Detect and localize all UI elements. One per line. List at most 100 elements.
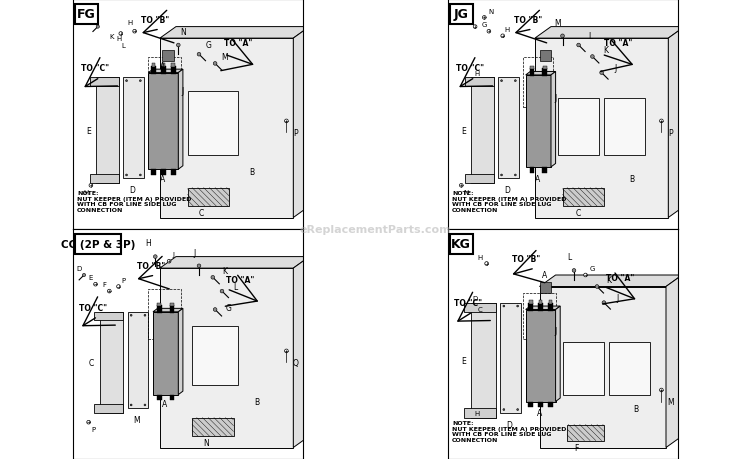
Polygon shape xyxy=(556,307,560,402)
Bar xyxy=(152,64,155,67)
Text: N: N xyxy=(464,190,469,196)
Circle shape xyxy=(130,315,132,316)
Bar xyxy=(538,402,543,408)
Text: FG: FG xyxy=(77,8,96,22)
Text: A: A xyxy=(160,174,165,184)
Bar xyxy=(542,69,547,77)
Bar xyxy=(90,175,118,184)
Bar xyxy=(162,50,174,62)
Bar xyxy=(604,99,645,156)
Text: F: F xyxy=(466,17,470,24)
Text: H: H xyxy=(128,20,133,26)
Text: M: M xyxy=(668,397,674,406)
Text: B: B xyxy=(249,168,254,177)
Text: TO "C": TO "C" xyxy=(82,64,110,73)
Bar xyxy=(498,78,519,179)
Bar xyxy=(123,78,144,179)
Bar xyxy=(464,408,496,418)
Text: TO "C": TO "C" xyxy=(454,298,482,308)
Bar xyxy=(530,69,534,77)
Polygon shape xyxy=(153,308,183,312)
Bar xyxy=(464,303,496,313)
Circle shape xyxy=(176,44,180,48)
Polygon shape xyxy=(148,70,183,73)
Bar xyxy=(151,170,156,175)
Bar xyxy=(172,64,176,67)
Bar xyxy=(188,92,238,156)
Circle shape xyxy=(503,409,505,410)
Bar xyxy=(100,312,123,413)
Text: CC (2P & 3P): CC (2P & 3P) xyxy=(61,240,135,249)
Bar xyxy=(530,67,534,70)
Bar xyxy=(548,402,553,408)
Bar xyxy=(90,78,118,87)
Text: M: M xyxy=(134,415,140,425)
Text: M: M xyxy=(221,53,227,62)
Text: J: J xyxy=(172,252,175,258)
Text: H: H xyxy=(477,254,482,260)
Text: TO "B": TO "B" xyxy=(512,255,540,264)
Bar xyxy=(548,303,553,311)
Text: NOTE:
NUT KEEPER (ITEM A) PROVIDED
WITH CB FOR LINE SIDE LUG
CONNECTION: NOTE: NUT KEEPER (ITEM A) PROVIDED WITH … xyxy=(452,190,566,213)
Bar xyxy=(95,78,118,184)
Text: H: H xyxy=(116,36,122,42)
Bar xyxy=(524,294,556,340)
Text: TO "B": TO "B" xyxy=(141,16,170,25)
Text: E: E xyxy=(88,274,93,281)
Text: F: F xyxy=(92,17,95,24)
Bar xyxy=(465,175,494,184)
Bar xyxy=(539,287,666,448)
Polygon shape xyxy=(668,28,685,218)
Bar xyxy=(450,5,472,25)
Circle shape xyxy=(561,35,564,39)
Bar xyxy=(535,39,668,218)
Bar xyxy=(542,168,547,173)
Circle shape xyxy=(487,30,490,34)
Bar xyxy=(161,67,166,74)
Circle shape xyxy=(140,174,141,176)
Text: A: A xyxy=(535,174,540,184)
Bar xyxy=(128,312,148,409)
Bar xyxy=(192,418,233,436)
Bar xyxy=(157,395,162,400)
Circle shape xyxy=(220,290,224,293)
Polygon shape xyxy=(293,257,310,448)
Bar xyxy=(161,64,165,67)
Text: KG: KG xyxy=(452,238,471,251)
Text: C: C xyxy=(199,209,204,218)
Bar xyxy=(539,282,551,294)
Bar xyxy=(75,5,98,25)
Text: Q: Q xyxy=(292,358,298,367)
Polygon shape xyxy=(148,73,178,170)
Bar xyxy=(524,57,554,108)
Circle shape xyxy=(482,17,486,20)
Circle shape xyxy=(126,174,128,176)
Text: E: E xyxy=(86,126,91,135)
Text: J: J xyxy=(614,64,616,73)
Circle shape xyxy=(484,262,488,266)
Circle shape xyxy=(584,274,587,277)
Circle shape xyxy=(167,260,171,263)
Circle shape xyxy=(197,53,201,57)
Circle shape xyxy=(473,26,477,29)
Circle shape xyxy=(197,264,201,268)
Bar xyxy=(470,78,494,184)
Text: F: F xyxy=(103,281,106,288)
Text: L: L xyxy=(122,43,125,49)
Circle shape xyxy=(460,184,464,188)
Bar xyxy=(543,67,547,70)
Text: G: G xyxy=(206,41,212,50)
Circle shape xyxy=(126,80,128,82)
Text: TO "C": TO "C" xyxy=(80,303,107,312)
Text: P: P xyxy=(668,129,673,138)
Text: NOTE:
NUT KEEPER (ITEM A) PROVIDED
WITH CB FOR LINE SIDE LUG
CONNECTION: NOTE: NUT KEEPER (ITEM A) PROVIDED WITH … xyxy=(77,190,191,213)
Bar xyxy=(94,312,123,321)
Polygon shape xyxy=(526,310,556,402)
Circle shape xyxy=(602,301,606,305)
Text: N: N xyxy=(488,8,494,15)
Circle shape xyxy=(133,30,136,34)
Circle shape xyxy=(213,62,217,66)
Circle shape xyxy=(89,184,93,188)
Bar xyxy=(465,78,494,87)
Circle shape xyxy=(94,283,98,286)
